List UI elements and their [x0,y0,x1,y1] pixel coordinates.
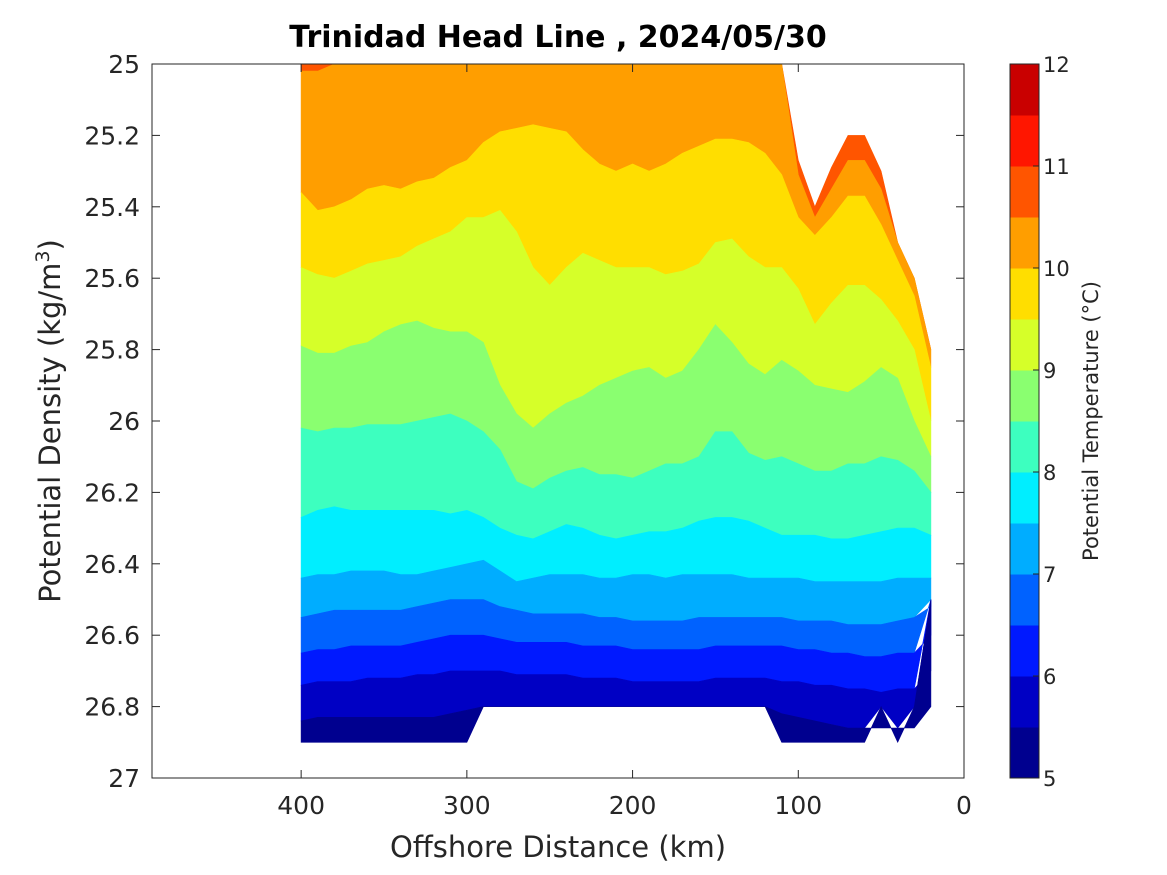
colorbar-tick-label: 6 [1043,665,1056,689]
colorbar-tick-label: 10 [1043,257,1070,281]
colorbar-segment [1010,625,1039,677]
x-tick-label: 400 [277,791,325,820]
y-tick-label: 25.6 [84,264,140,293]
colorbar-segment [1010,472,1039,524]
colorbar-segment [1010,370,1039,422]
y-tick-label: 26.8 [84,693,140,722]
colorbar-segment [1010,166,1039,218]
y-tick-label: 25.8 [84,336,140,365]
y-tick-label: 26.4 [84,550,140,579]
colorbar [1010,64,1039,779]
colorbar-tick-label: 11 [1043,155,1070,179]
colorbar-segment [1010,115,1039,167]
colorbar-frame [1009,63,1040,779]
y-axis-label-superscript: 3 [32,250,54,262]
x-axis: 400 300 200 100 0 [277,64,972,820]
colorbar-tick-label: 9 [1043,359,1056,383]
contour-band [300,599,932,744]
y-tick-label: 25.2 [84,121,140,150]
y-tick-label: 25.4 [84,193,140,222]
y-tick-label: 26 [108,407,140,436]
colorbar-segment [1010,727,1039,779]
colorbar-tick-label: 7 [1043,563,1056,587]
y-tick-label: 26.6 [84,621,140,650]
colorbar-tick-label: 8 [1043,461,1056,485]
colorbar-segment [1010,421,1039,473]
x-tick-label: 100 [774,791,822,820]
colorbar-tick-label: 5 [1043,767,1056,791]
contour-bands [300,63,932,744]
colorbar-ticks: 5 6 7 8 9 10 11 12 [1033,53,1070,791]
colorbar-segment [1010,676,1039,728]
y-tick-label: 27 [108,764,140,793]
y-axis-label: Potential Density (kg/m3) [32,239,67,603]
chart-title: Trinidad Head Line , 2024/05/30 [289,20,826,55]
x-tick-label: 200 [609,791,657,820]
colorbar-segment [1010,523,1039,575]
y-tick-label: 25 [108,50,140,79]
colorbar-label: Potential Temperature (°C) [1079,281,1103,561]
x-axis-label: Offshore Distance (km) [390,830,726,864]
x-tick-label: 300 [443,791,491,820]
y-tick-label: 26.2 [84,478,140,507]
x-tick-label: 0 [956,791,972,820]
colorbar-segment [1010,268,1039,320]
colorbar-segment [1010,64,1039,116]
colorbar-segment [1010,217,1039,269]
colorbar-segment [1010,319,1039,371]
colorbar-tick-label: 12 [1043,53,1070,77]
colorbar-segment [1010,574,1039,626]
y-axis: 25 25.2 25.4 25.6 25.8 26 26.2 26.4 26.6 26.8 27 [84,50,964,793]
